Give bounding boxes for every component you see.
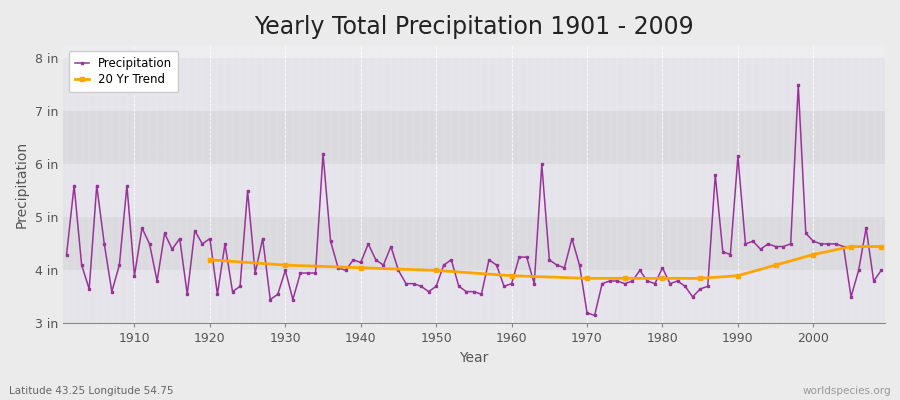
Text: worldspecies.org: worldspecies.org (803, 386, 891, 396)
20 Yr Trend (356, 265, 366, 270)
20 Yr Trend (876, 244, 886, 249)
20 Yr Trend (846, 244, 857, 249)
Title: Yearly Total Precipitation 1901 - 2009: Yearly Total Precipitation 1901 - 2009 (254, 15, 694, 39)
Precipitation (499, 284, 509, 289)
Precipitation (333, 265, 344, 270)
20 Yr Trend (695, 276, 706, 281)
20 Yr Trend (506, 273, 517, 278)
20 Yr Trend (431, 268, 442, 273)
Precipitation (287, 297, 298, 302)
20 Yr Trend (657, 276, 668, 281)
20 Yr Trend (204, 258, 215, 262)
Y-axis label: Precipitation: Precipitation (15, 141, 29, 228)
Precipitation (604, 279, 615, 284)
20 Yr Trend (280, 263, 291, 268)
20 Yr Trend (733, 273, 743, 278)
Legend: Precipitation, 20 Yr Trend: Precipitation, 20 Yr Trend (68, 51, 178, 92)
Bar (63, 111, 885, 164)
X-axis label: Year: Year (459, 351, 489, 365)
Precipitation (506, 281, 517, 286)
Line: 20 Yr Trend: 20 Yr Trend (208, 245, 883, 280)
Precipitation (590, 313, 600, 318)
Bar (63, 217, 885, 270)
Precipitation (793, 82, 804, 87)
Precipitation (61, 252, 72, 257)
20 Yr Trend (770, 263, 781, 268)
Bar (63, 58, 885, 111)
Line: Precipitation: Precipitation (65, 84, 883, 317)
20 Yr Trend (619, 276, 630, 281)
Bar (63, 270, 885, 324)
20 Yr Trend (581, 276, 592, 281)
Precipitation (122, 183, 132, 188)
Text: Latitude 43.25 Longitude 54.75: Latitude 43.25 Longitude 54.75 (9, 386, 174, 396)
Precipitation (876, 268, 886, 273)
Bar (63, 164, 885, 217)
20 Yr Trend (808, 252, 819, 257)
